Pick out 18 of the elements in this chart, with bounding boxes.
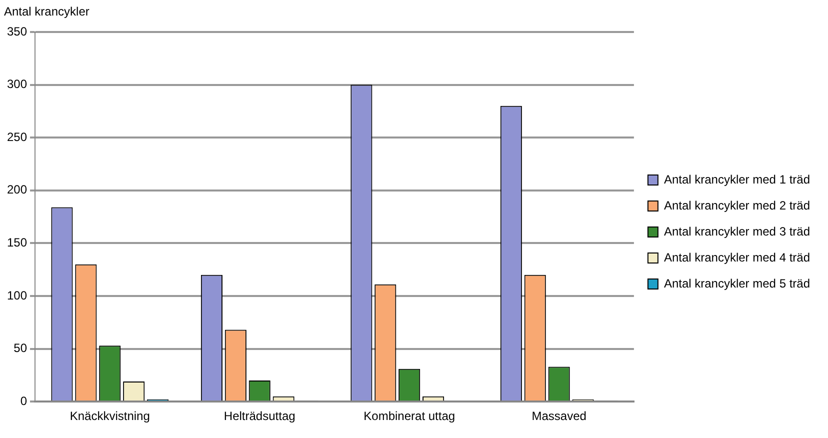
- y-tick-label: 200: [6, 182, 28, 197]
- legend-label: Antal krancykler med 2 träd: [664, 198, 810, 212]
- y-tick-label: 100: [6, 288, 28, 302]
- x-tick-label: Helträdsuttag: [224, 409, 296, 424]
- y-tick-label: 0: [20, 394, 28, 408]
- y-axis-title: Antal krancykler: [4, 4, 90, 18]
- legend-label: Antal krancykler med 1 träd: [664, 172, 810, 186]
- x-tick-label: Massaved: [532, 409, 586, 424]
- x-tick-label: Knäckkvistning: [70, 409, 150, 424]
- legend-label: Antal krancykler med 5 träd: [664, 276, 810, 290]
- legend-label: Antal krancykler med 4 träd: [664, 250, 810, 264]
- y-tick-label: 50: [14, 341, 28, 356]
- y-tick-label: 250: [6, 130, 28, 144]
- x-tick-label: Kombinerat uttag: [364, 409, 456, 424]
- legend-label: Antal krancykler med 3 träd: [664, 224, 810, 238]
- y-tick-label: 150: [6, 236, 28, 250]
- y-tick-label: 300: [6, 77, 28, 92]
- y-tick-label: 350: [6, 24, 28, 38]
